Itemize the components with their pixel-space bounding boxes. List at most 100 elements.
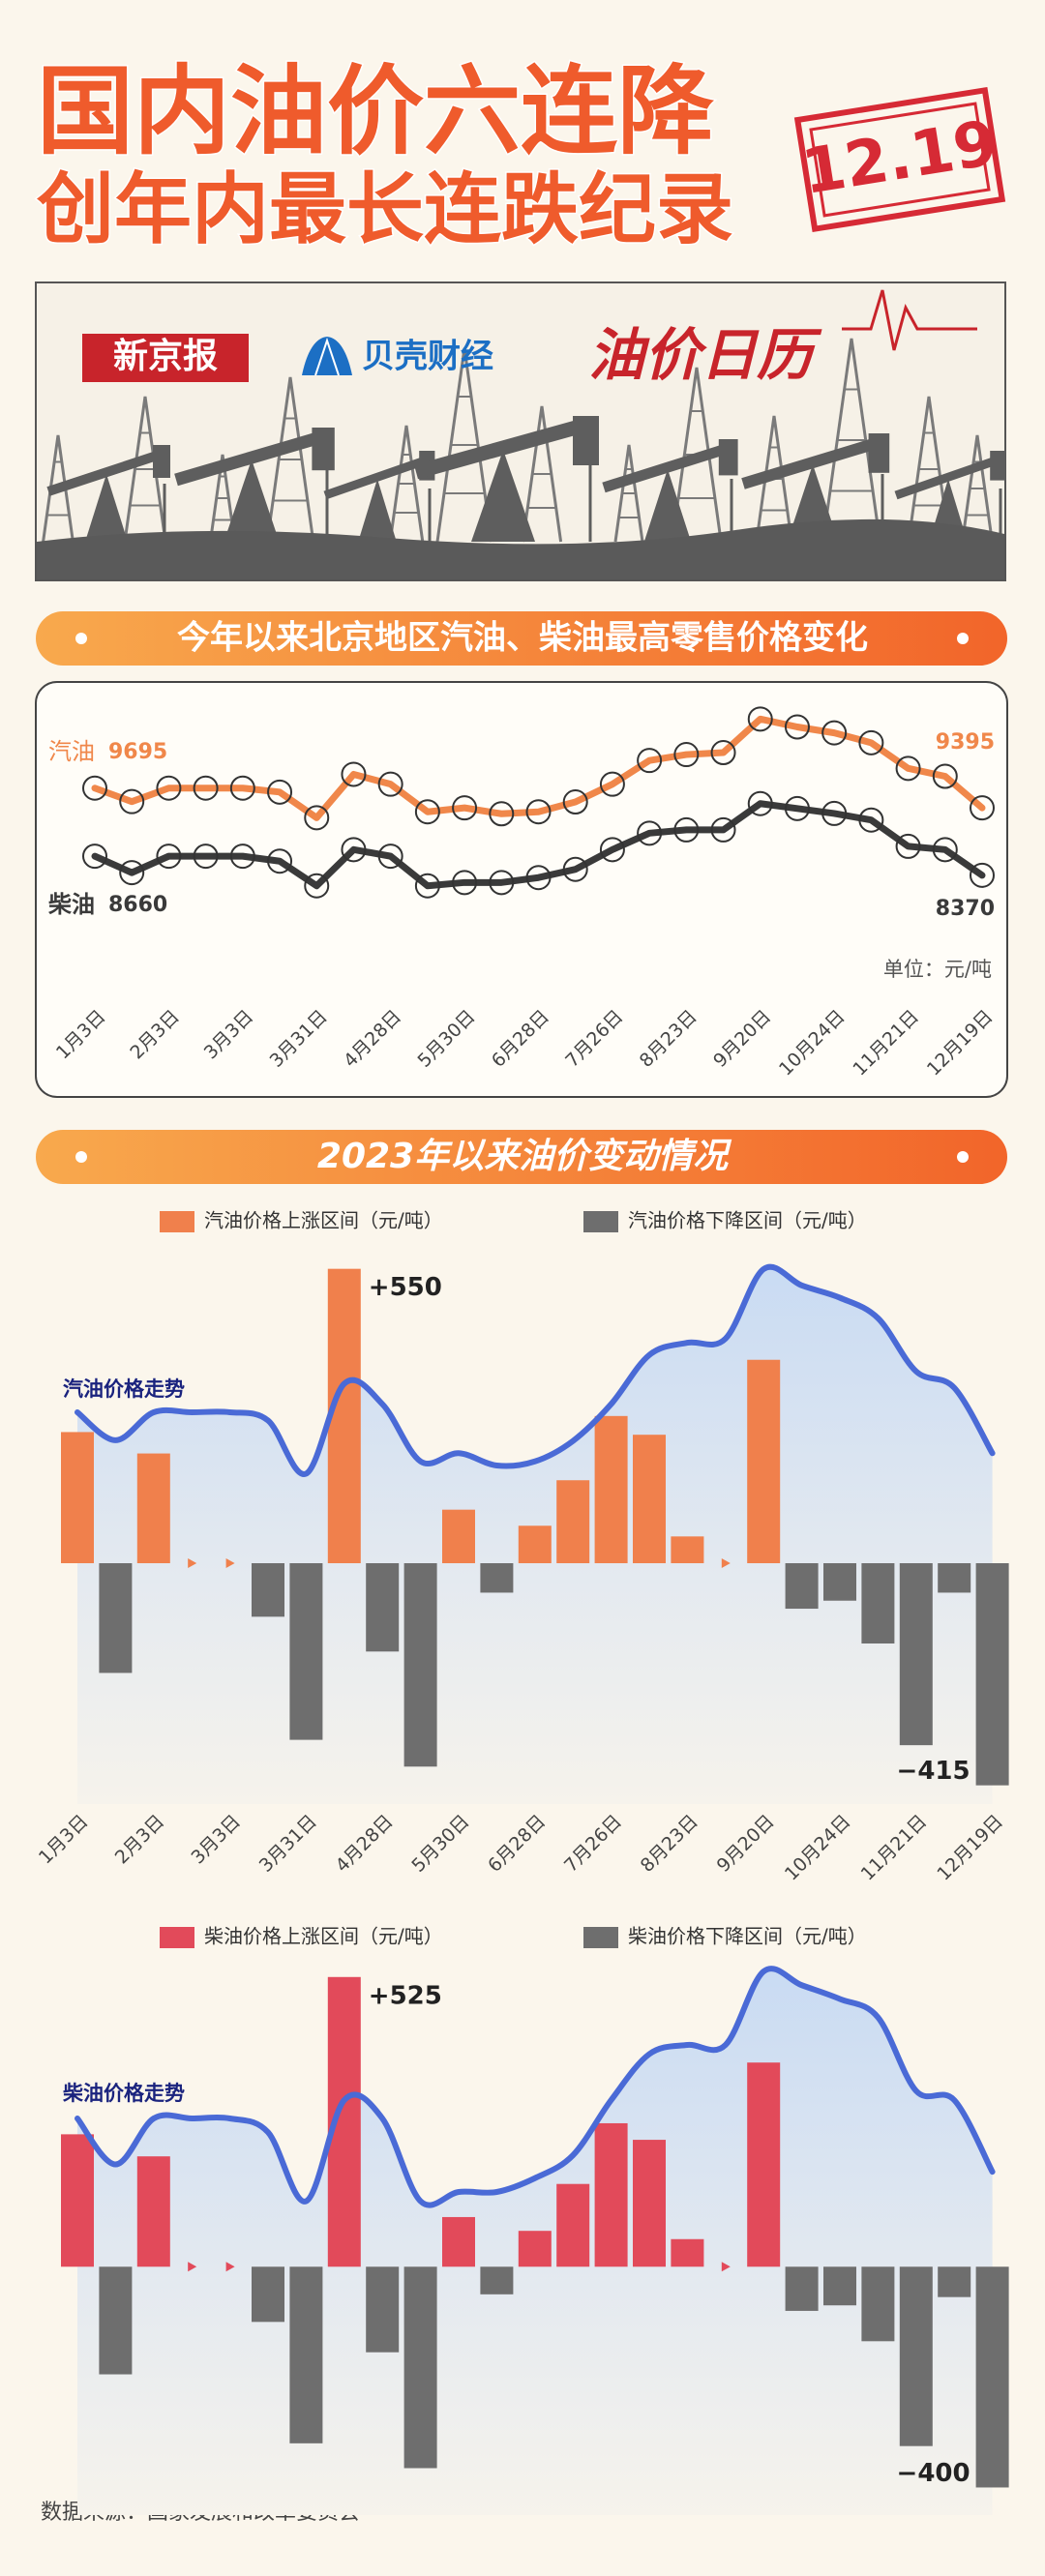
value-label: −400 bbox=[897, 2459, 970, 2488]
price-point bbox=[193, 775, 219, 801]
bar bbox=[480, 1563, 514, 1593]
price-line bbox=[91, 800, 986, 890]
derrick bbox=[961, 434, 994, 543]
price-point bbox=[377, 771, 403, 797]
start-value: 8660 bbox=[108, 893, 167, 917]
price-point bbox=[414, 799, 440, 825]
unit-label: 单位：元/吨 bbox=[883, 958, 992, 981]
price-point bbox=[267, 848, 293, 874]
value-label: −415 bbox=[897, 1757, 970, 1786]
price-point bbox=[895, 833, 921, 859]
price-point bbox=[119, 860, 145, 886]
price-line bbox=[91, 715, 986, 821]
bar bbox=[518, 1525, 552, 1563]
bar bbox=[289, 2266, 323, 2443]
brand-2: 贝壳财经 bbox=[362, 338, 493, 376]
bar bbox=[518, 2231, 552, 2267]
price-point bbox=[637, 820, 663, 846]
pumpjack-head bbox=[573, 416, 599, 465]
bar bbox=[403, 2266, 437, 2469]
derrick bbox=[521, 405, 563, 543]
bar bbox=[99, 1563, 133, 1673]
value-label: +525 bbox=[369, 1981, 442, 2010]
column-name: 油价日历 bbox=[588, 322, 822, 388]
brand-logo bbox=[302, 337, 352, 376]
derrick bbox=[42, 434, 75, 543]
price-point bbox=[341, 761, 367, 787]
price-point bbox=[377, 844, 403, 870]
no-change-marker bbox=[188, 2262, 197, 2272]
bar bbox=[861, 1563, 895, 1643]
pumpjack-head bbox=[153, 445, 170, 478]
bar bbox=[252, 2266, 284, 2323]
legend-swatch bbox=[583, 1211, 618, 1232]
bar bbox=[785, 2266, 819, 2311]
price-point bbox=[710, 816, 736, 843]
derrick bbox=[435, 347, 493, 543]
bar bbox=[861, 2266, 895, 2342]
bar bbox=[671, 2238, 704, 2267]
legend-label: 汽油价格下降区间（元/吨） bbox=[628, 1209, 867, 1232]
ground bbox=[37, 518, 1004, 579]
bar bbox=[633, 2140, 666, 2267]
bar bbox=[823, 2266, 856, 2306]
bar bbox=[899, 1563, 933, 1746]
trend-line bbox=[75, 1263, 996, 1477]
pumpjack-post bbox=[358, 479, 397, 542]
brand-box bbox=[82, 334, 249, 382]
price-point bbox=[156, 775, 182, 801]
bar bbox=[671, 1536, 704, 1563]
bar bbox=[975, 1563, 1009, 1786]
pumpjack-post bbox=[643, 469, 692, 542]
price-point bbox=[229, 775, 255, 801]
price-point bbox=[821, 800, 848, 826]
price-point bbox=[229, 844, 255, 870]
no-change-marker bbox=[188, 1558, 197, 1568]
bar bbox=[785, 1563, 819, 1610]
pill-dot bbox=[957, 633, 969, 644]
bar bbox=[747, 1359, 781, 1563]
derrick bbox=[755, 415, 793, 543]
price-point bbox=[784, 714, 810, 740]
pumpjack-head bbox=[990, 451, 1006, 481]
price-point bbox=[267, 779, 293, 805]
bar bbox=[556, 1480, 590, 1563]
legend-label: 柴油价格上涨区间（元/吨） bbox=[204, 1925, 443, 1948]
banner bbox=[35, 281, 1006, 581]
bar bbox=[99, 2266, 133, 2375]
pill-dot bbox=[75, 633, 87, 644]
pumpjack-post bbox=[471, 450, 535, 542]
bar bbox=[594, 1415, 628, 1563]
price-point bbox=[673, 742, 700, 768]
bar bbox=[136, 2156, 170, 2267]
bar bbox=[289, 1563, 323, 1740]
price-point bbox=[970, 862, 995, 888]
end-value: 9395 bbox=[936, 730, 995, 755]
pumpjack-head bbox=[868, 433, 890, 473]
bar bbox=[442, 2216, 475, 2267]
price-point bbox=[562, 856, 588, 882]
legend-swatch bbox=[160, 1211, 194, 1232]
bar bbox=[556, 2183, 590, 2267]
pill-dot bbox=[75, 1151, 87, 1163]
bar bbox=[938, 2266, 971, 2297]
pumpjack-beam bbox=[323, 456, 427, 500]
bar bbox=[633, 1435, 666, 1563]
pulse-line bbox=[842, 289, 977, 351]
pumpjack-beam bbox=[602, 443, 729, 493]
no-change-marker bbox=[721, 1558, 731, 1568]
price-point bbox=[821, 720, 848, 746]
derrick bbox=[821, 338, 881, 543]
pumpjack-post bbox=[224, 459, 280, 542]
price-point bbox=[784, 795, 810, 821]
price-point bbox=[710, 740, 736, 766]
derrick bbox=[907, 396, 951, 543]
price-point bbox=[489, 801, 515, 827]
bar bbox=[899, 2266, 933, 2446]
price-point bbox=[562, 789, 588, 815]
bar bbox=[403, 1563, 437, 1767]
price-point bbox=[82, 775, 107, 801]
pumpjack-post bbox=[85, 474, 128, 542]
